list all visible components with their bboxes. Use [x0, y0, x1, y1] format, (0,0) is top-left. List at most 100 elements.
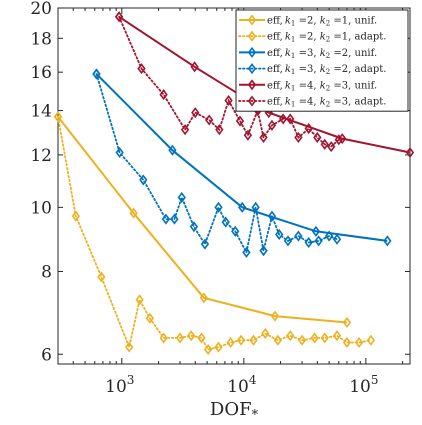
data-point — [354, 336, 364, 349]
legend-label-part: , — [348, 80, 354, 91]
data-point — [137, 63, 146, 75]
data-point — [189, 221, 199, 233]
legend-label-part: = — [330, 97, 342, 108]
y-tick-label: 6 — [41, 345, 52, 365]
data-point — [236, 334, 246, 346]
legend-label-part: 1 — [291, 101, 295, 109]
x-tick-label: 104 — [227, 373, 257, 397]
legend-label-part: = — [330, 48, 342, 59]
legend-label-part: eff, — [267, 32, 283, 43]
x-axis-label-main: DOF — [210, 399, 252, 420]
legend-label-part: , — [348, 16, 354, 27]
data-point — [320, 138, 329, 150]
legend-marker — [247, 79, 257, 91]
legend-label-part: k — [285, 97, 291, 108]
data-point — [243, 129, 253, 141]
data-point — [405, 146, 415, 159]
data-point — [267, 119, 277, 131]
legend-label-part: k — [320, 80, 326, 91]
legend-label-part: = — [330, 16, 342, 27]
legend-marker — [247, 30, 257, 42]
legend-label-part: 1 — [291, 20, 295, 28]
legend-label-part: , — [313, 80, 319, 91]
legend-label-part: = — [330, 64, 342, 75]
data-point — [286, 330, 295, 342]
legend-label-part: , — [348, 32, 354, 43]
data-point — [238, 201, 247, 213]
legend-label-part: adapt. — [355, 97, 387, 108]
data-point — [334, 134, 343, 146]
x-tick-label: 105 — [349, 373, 378, 397]
data-point — [251, 201, 260, 213]
legend-label-part: 2 — [326, 52, 330, 60]
data-point — [342, 316, 352, 329]
series-1 — [53, 111, 376, 356]
y-tick-label: 18 — [30, 29, 52, 49]
legend-label-part: 1 — [291, 84, 295, 92]
legend-label-part: k — [320, 97, 326, 108]
legend-label-part: k — [285, 32, 291, 43]
legend-label-part: 3 — [307, 48, 313, 59]
series-line — [95, 73, 388, 242]
legend-label-part: unif. — [355, 48, 378, 59]
data-point — [139, 174, 148, 186]
legend-label-part: 4 — [307, 80, 313, 91]
data-point — [279, 113, 288, 125]
data-point — [275, 228, 284, 240]
legend-label-part: eff, — [267, 48, 283, 59]
data-point — [313, 131, 322, 144]
data-point — [214, 341, 223, 353]
data-point — [294, 131, 303, 144]
data-point — [215, 124, 224, 136]
legend-label-part: 2 — [342, 64, 348, 75]
legend-label-part: k — [320, 64, 326, 75]
data-point — [342, 336, 352, 349]
data-point — [145, 312, 155, 324]
data-point — [324, 230, 334, 242]
data-point — [267, 210, 277, 222]
data-point — [332, 330, 342, 342]
data-point — [224, 94, 233, 107]
data-point — [259, 131, 268, 144]
data-point — [283, 235, 293, 247]
series-line — [57, 116, 348, 324]
legend-label-part: 3 — [342, 80, 348, 91]
legend-label-part: = — [330, 80, 342, 91]
series-layer — [53, 11, 415, 356]
series-line — [57, 115, 372, 351]
y-tick-label: 12 — [30, 146, 52, 166]
legend-label-part: k — [285, 48, 291, 59]
data-point — [332, 233, 342, 245]
legend-label-part: 2 — [307, 32, 313, 43]
legend-label: eff, k1 =4, k2 =3, unif. — [267, 80, 377, 92]
legend-entry: eff, k1 =4, k2 =3, adapt. — [238, 95, 387, 109]
x-tick-label: 103 — [105, 373, 134, 397]
y-tick-label: 20 — [30, 0, 52, 19]
legend-marker — [247, 63, 257, 75]
data-point — [235, 115, 245, 127]
y-tick-label: 14 — [30, 102, 52, 122]
legend-entry: eff, k1 =3, k2 =2, unif. — [239, 46, 378, 60]
legend-label-part: adapt. — [355, 64, 387, 75]
series-3 — [92, 68, 342, 258]
y-tick-label: 8 — [41, 263, 52, 283]
data-point — [249, 334, 258, 346]
legend-label-part: = — [295, 64, 307, 75]
legend-entry: eff, k1 =4, k2 =3, unif. — [239, 79, 377, 92]
series-line — [118, 15, 411, 154]
data-point — [199, 292, 208, 304]
data-point — [304, 236, 313, 249]
legend: eff, k1 =2, k2 =1, unif.eff, k1 =2, k2 =1,… — [235, 9, 409, 112]
legend-label-part: eff, — [267, 16, 283, 27]
data-point — [125, 341, 134, 353]
legend-label-part: k — [320, 32, 326, 43]
legend-label-part: 1 — [291, 68, 295, 76]
data-point — [383, 235, 392, 247]
legend-label-part: 3 — [342, 97, 348, 108]
legend-marker — [247, 95, 257, 107]
data-point — [304, 123, 313, 135]
legend-label-part: = — [295, 48, 307, 59]
data-point — [310, 332, 319, 344]
data-point — [259, 245, 268, 257]
